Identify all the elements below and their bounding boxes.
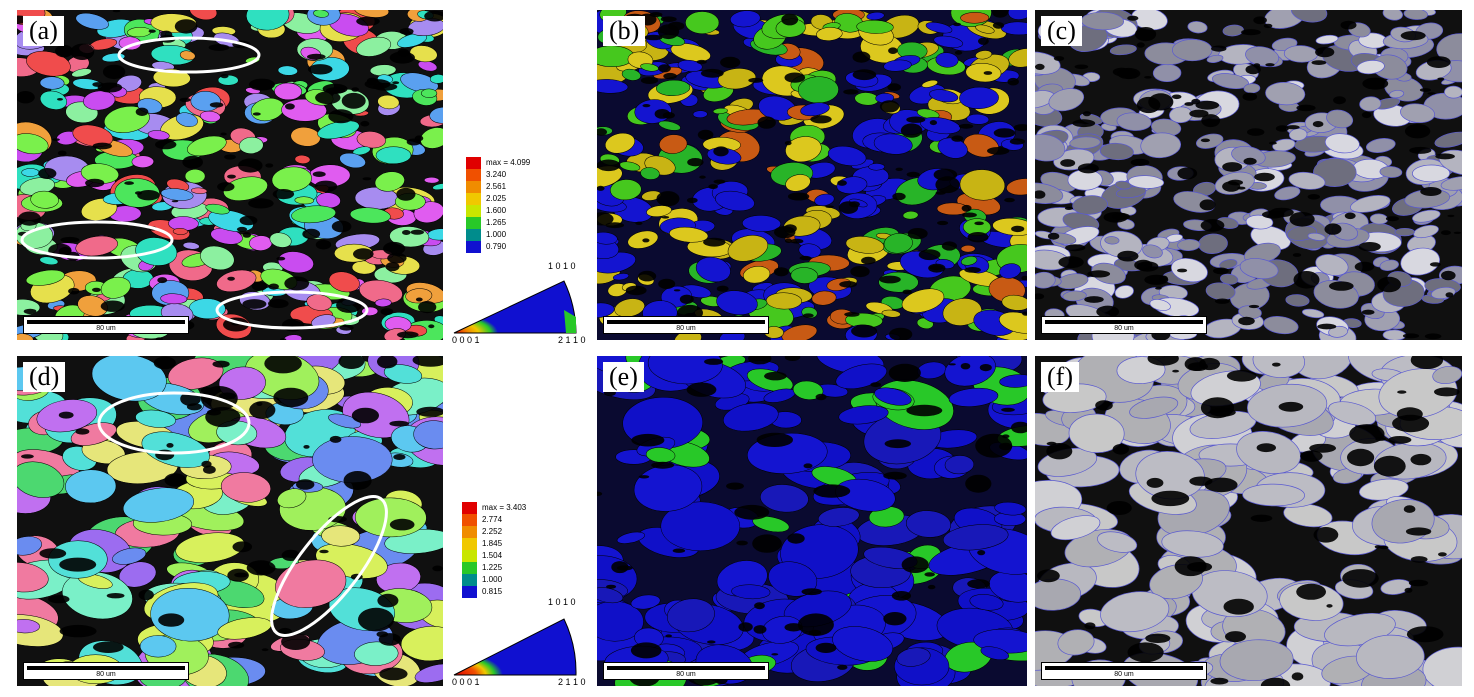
panel-b-kam-map: (b) 80 um <box>597 10 1027 340</box>
legend-value: 2.252 <box>482 527 503 536</box>
panel-b-mosaic <box>597 10 1027 340</box>
legend-value: 1.000 <box>486 230 507 239</box>
panel-f-mosaic <box>1035 356 1462 686</box>
legend-swatch <box>466 181 481 193</box>
legend-value: 2.025 <box>486 194 507 203</box>
legend-top: max = 4.099 3.240 2.561 2.025 1.600 1.265 1.00… <box>466 157 556 257</box>
legend-value: 1.845 <box>482 539 503 548</box>
panel-d-label: (d) <box>23 362 66 392</box>
legend-value: 0.815 <box>482 587 503 596</box>
panel-e-kam-map: (e) 80 um <box>597 356 1027 686</box>
ipf-key-bottom: 1 0 1 0 0 0 0 1 2 1 1 0 <box>452 597 592 692</box>
ipf-label-top-right-2: 1 0 1 0 <box>548 597 576 607</box>
legend-swatch <box>466 229 481 241</box>
legend-swatch <box>462 514 477 526</box>
panel-c-label: (c) <box>1041 16 1082 46</box>
panel-b-scale-bar: 80 um <box>603 316 769 334</box>
legend-swatch <box>466 217 481 229</box>
panel-c-boundary-map: (c) 80 um <box>1035 10 1462 340</box>
legend-value: max = 4.099 <box>486 158 531 167</box>
legend-value: 3.240 <box>486 170 507 179</box>
ipf-label-bottom-right-2: 2 1 1 0 <box>558 677 586 687</box>
legend-swatch <box>462 586 477 598</box>
legend-swatch <box>462 574 477 586</box>
panel-e-scale-bar: 80 um <box>603 662 769 680</box>
legend-swatch <box>466 193 481 205</box>
panel-d-scale-bar: 80 um <box>23 662 189 680</box>
legend-bottom: max = 3.403 2.774 2.252 1.845 1.504 1.225 1.00… <box>462 502 552 602</box>
panel-b-label: (b) <box>603 16 646 46</box>
legend-swatch <box>462 526 477 538</box>
legend-swatch <box>466 241 481 253</box>
panel-f-boundary-map: (f) 80 um <box>1035 356 1462 686</box>
legend-swatch <box>466 169 481 181</box>
panel-f-scale-bar: 80 um <box>1041 662 1207 680</box>
legend-value: 2.774 <box>482 515 503 524</box>
legend-value: 1.265 <box>486 218 507 227</box>
legend-swatch <box>466 157 481 169</box>
ipf-label-top-right: 1 0 1 0 <box>548 261 576 271</box>
ipf-label-bottom-left: 0 0 0 1 <box>452 335 480 345</box>
panel-c-mosaic <box>1035 10 1462 340</box>
legend-swatch <box>462 502 477 514</box>
legend-value: 1.225 <box>482 563 503 572</box>
panel-e-label: (e) <box>603 362 644 392</box>
panel-d-ipf-map: (d) 80 um <box>17 356 443 686</box>
legend-value: 2.561 <box>486 182 507 191</box>
ipf-triangle-top <box>453 280 577 334</box>
legend-value: 1.600 <box>486 206 507 215</box>
legend-value: 1.504 <box>482 551 503 560</box>
legend-value: max = 3.403 <box>482 503 527 512</box>
ipf-label-bottom-right: 2 1 1 0 <box>558 335 586 345</box>
legend-swatch <box>462 538 477 550</box>
panel-a-ipf-map: (a) 80 um <box>17 10 443 340</box>
legend-value: 1.000 <box>482 575 503 584</box>
legend-swatch <box>462 550 477 562</box>
ipf-label-bottom-left-2: 0 0 0 1 <box>452 677 480 687</box>
panel-c-scale-bar: 80 um <box>1041 316 1207 334</box>
panel-f-label: (f) <box>1041 362 1079 392</box>
legend-swatch <box>462 562 477 574</box>
ipf-key-top: 1 0 1 0 0 0 0 1 2 1 1 0 <box>452 255 592 345</box>
panel-a-scale-bar: 80 um <box>23 316 189 334</box>
panel-d-highlight-ellipses <box>97 391 388 637</box>
panel-e-mosaic <box>597 356 1027 686</box>
legend-swatch <box>466 205 481 217</box>
panel-a-label: (a) <box>23 16 64 46</box>
panel-d-mosaic <box>17 356 443 686</box>
panel-a-highlight-ellipses <box>20 36 369 330</box>
legend-value: 0.790 <box>486 242 507 251</box>
ipf-triangle-bottom <box>453 618 577 676</box>
